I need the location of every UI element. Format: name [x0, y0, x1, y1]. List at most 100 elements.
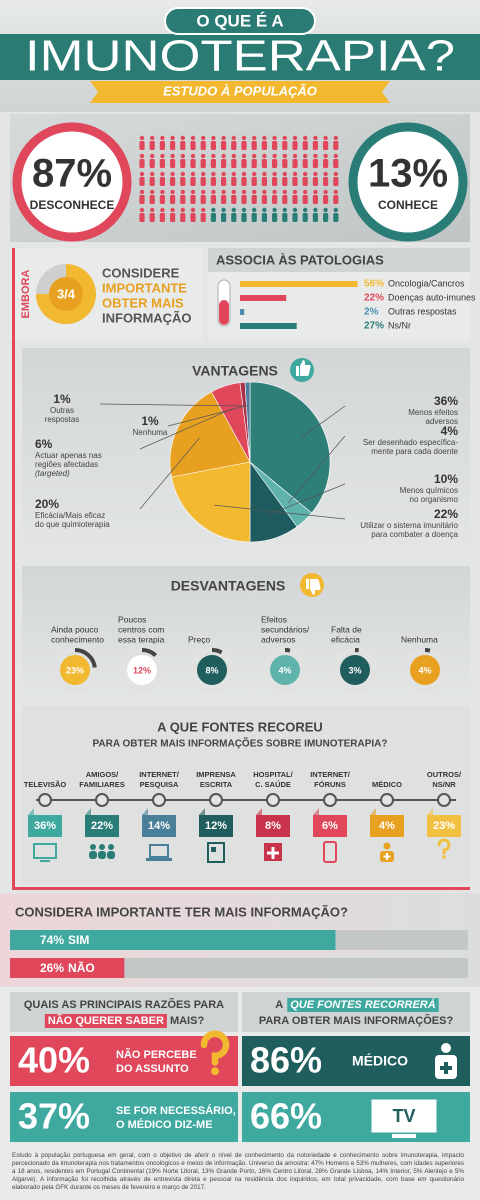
person-icon	[282, 153, 288, 168]
person-icon	[302, 207, 308, 222]
pathology-bar	[240, 323, 297, 329]
pie-text: Eficácia/Mais eficaz	[35, 511, 105, 520]
person-icon	[292, 135, 298, 150]
future-post: PARA OBTER MAIS INFORMAÇÕES?	[259, 1014, 454, 1027]
person-icon	[312, 171, 318, 186]
person-icon	[139, 207, 145, 222]
donut-label: 8%	[205, 665, 218, 675]
person-body	[292, 141, 298, 150]
kicker: O QUE É A	[196, 11, 283, 30]
person-head	[90, 844, 96, 850]
disadvantage-text: Preço	[188, 634, 210, 644]
pathology-text: Oncologia/Cancros	[388, 278, 465, 288]
person-head	[252, 171, 257, 177]
question-dot	[211, 1067, 219, 1076]
disadvantages-title: DESVANTAGENS	[171, 578, 286, 594]
person-icon	[333, 153, 339, 168]
pathology-bar	[240, 309, 245, 315]
person-icon	[190, 153, 196, 168]
person-body	[180, 195, 186, 204]
donut-arc	[211, 648, 223, 655]
donut-arc	[74, 648, 97, 668]
person-body	[190, 141, 196, 150]
person-icon	[261, 207, 267, 222]
doctor-head	[383, 842, 391, 850]
person-icon	[312, 207, 318, 222]
person-icon	[272, 207, 278, 222]
person-body	[323, 177, 329, 186]
person-head	[180, 189, 185, 195]
person-icon	[149, 171, 155, 186]
person-body	[282, 195, 288, 204]
pie-text: Ser desenhado específica-	[363, 438, 459, 447]
person-head	[139, 135, 145, 141]
pathology-text: Ns/Nr	[388, 320, 411, 330]
person-icon	[180, 207, 186, 222]
person-head	[221, 171, 226, 177]
person-icon	[149, 135, 155, 150]
person-icon	[292, 153, 298, 168]
person-body	[261, 213, 267, 222]
person-head	[313, 153, 318, 159]
donut-center	[197, 655, 227, 685]
person-icon	[221, 189, 227, 204]
tv-frame	[371, 1099, 437, 1133]
person-icon	[251, 207, 257, 222]
person-icon	[170, 153, 176, 168]
person-head	[333, 171, 338, 177]
person-icon	[200, 135, 206, 150]
person-head	[150, 189, 155, 195]
source-name: HOSPITAL/	[253, 770, 293, 779]
person-body	[180, 177, 186, 186]
leader-line	[99, 403, 249, 407]
person-body	[282, 159, 288, 168]
person-icon	[221, 153, 227, 168]
person-icon	[302, 153, 308, 168]
person-icon	[180, 135, 186, 150]
person-icon	[261, 189, 267, 204]
person-body	[272, 195, 278, 204]
person-icon	[261, 135, 267, 150]
person-icon	[282, 135, 288, 150]
person-icon	[251, 189, 257, 204]
leader-line	[139, 437, 200, 510]
person-icon	[241, 135, 247, 150]
source-name: MÉDICO	[372, 780, 402, 789]
source-flag	[370, 815, 404, 837]
person-head	[252, 189, 257, 195]
hospital-cross	[267, 847, 279, 859]
person-body	[190, 213, 196, 222]
source-flag	[313, 815, 347, 837]
person-body	[139, 213, 145, 222]
reason-box	[10, 1036, 238, 1086]
source-flag	[427, 815, 461, 837]
person-body	[221, 213, 227, 222]
subtitle: ESTUDO À POPULAÇÃO	[163, 83, 317, 98]
pie-text: mente para cada doente	[371, 447, 458, 456]
person-body	[282, 177, 288, 186]
person-head	[139, 171, 145, 177]
person-body	[261, 141, 267, 150]
person-head	[201, 171, 206, 177]
person-body	[221, 141, 227, 150]
source-percent: 14%	[148, 820, 170, 832]
source-percent: 8%	[265, 820, 281, 832]
person-head	[303, 135, 308, 141]
source-name: INTERNET/	[139, 770, 180, 779]
person-head	[211, 189, 216, 195]
person-body	[89, 851, 97, 859]
interest-label: 3/4	[57, 286, 76, 301]
future-highlight: QUE FONTES RECORRERÁ	[290, 998, 436, 1011]
person-icon	[231, 207, 237, 222]
person-body	[200, 177, 206, 186]
person-icon	[231, 189, 237, 204]
person-head	[241, 207, 247, 213]
person-head	[170, 207, 175, 213]
thumb-down-shape	[306, 579, 321, 595]
highlight-bg	[44, 1014, 167, 1028]
person-head	[221, 207, 226, 213]
footnote: Estudo à população portuguesa em geral, …	[12, 1152, 464, 1191]
person-icon	[180, 153, 186, 168]
person-icon	[139, 189, 145, 204]
reason-percent: 37%	[18, 1096, 90, 1137]
